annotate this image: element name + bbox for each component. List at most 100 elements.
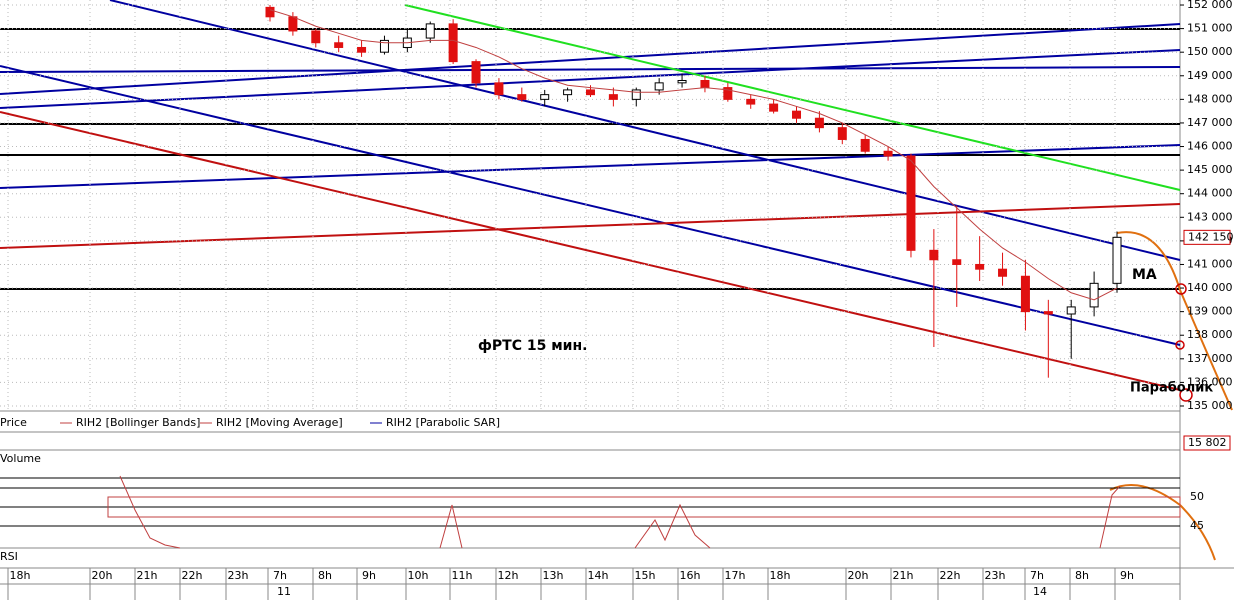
legend-entry: RIH2 [Parabolic SAR] [386,416,500,429]
candle-body [1112,236,1122,284]
time-label: 22h [182,569,203,582]
value-box [1183,435,1231,451]
chart-title: фРТС 15 мин. [478,338,587,354]
y-tick-label: 146 000 [1187,140,1233,153]
time-label: 10h [408,569,429,582]
legend-entry: RIH2 [Moving Average] [216,416,343,429]
time-label: 15h [635,569,656,582]
time-label: 8h [1075,569,1089,582]
time-label: 18h [770,569,791,582]
candle-body [723,87,733,100]
candle-body [677,79,687,84]
plot [0,0,1180,411]
candle-body [631,89,641,100]
y-tick-label: 135 000 [1187,399,1233,412]
date-label: 14 [1033,585,1047,598]
candle-body [746,98,756,105]
date-label: 11 [277,585,291,598]
time-label: 20h [848,569,869,582]
candle-body [654,82,664,91]
y-tick-label: 139 000 [1187,305,1233,318]
candle-body [357,46,367,53]
last-price-box [1183,229,1231,245]
candle-body [1043,311,1053,315]
candle-body [425,23,435,39]
candle-body [1089,282,1099,308]
candle-body [471,61,481,84]
time-label: 21h [893,569,914,582]
y-tick-label: 148 000 [1187,92,1233,105]
time-label: 23h [985,569,1006,582]
volume-value: 15 802 [1188,436,1227,449]
y-tick-label: 147 000 [1187,116,1233,129]
candle-body [1020,275,1030,313]
time-label: 9h [362,569,376,582]
time-label: 20h [92,569,113,582]
y-tick-label: 140 000 [1187,281,1233,294]
candle-body [700,79,710,89]
y-tick-label: 137 000 [1187,352,1233,365]
time-label: 7h [273,569,287,582]
candle-body [929,249,939,261]
candle-body [906,155,916,251]
candle-body [1066,306,1076,315]
rsi-tick: 45 [1190,519,1204,532]
candle-body [494,82,504,96]
y-tick-label: 141 000 [1187,257,1233,270]
candle-body [540,94,550,100]
time-label: 17h [725,569,746,582]
candle-body [975,263,985,270]
markers [1175,283,1193,402]
time-label: 8h [318,569,332,582]
candle-body [379,39,389,53]
time-label: 7h [1030,569,1044,582]
y-tick-label: 145 000 [1187,163,1233,176]
candle-body [792,110,802,119]
candle-body [448,23,458,63]
time-label: 18h [10,569,31,582]
candle-body [952,259,962,265]
time-label: 14h [588,569,609,582]
candle-body [860,138,870,152]
rsi-panel [0,475,1181,549]
y-tick-label: 151 000 [1187,22,1233,35]
y-tick-label: 150 000 [1187,45,1233,58]
candle-body [608,94,618,100]
time-label: 13h [543,569,564,582]
legend-entry: Price [0,416,27,429]
candle-body [334,42,344,48]
candle-body [814,117,824,129]
time-label: 16h [680,569,701,582]
last-price: 142 150 [1188,230,1234,243]
y-tick-label: 136 000 [1187,375,1233,388]
candle-body [265,6,275,18]
y-tick-label: 143 000 [1187,210,1233,223]
panel-label: Volume [0,452,41,465]
annotation: Параболик [1130,381,1213,396]
candle-body [311,30,321,44]
candle-body [769,103,779,112]
y-tick-label: 152 000 [1187,0,1233,11]
y-tick-label: 149 000 [1187,69,1233,82]
y-tick-label: 138 000 [1187,328,1233,341]
candle-body [288,16,298,32]
time-label: 23h [228,569,249,582]
y-tick-label: 144 000 [1187,187,1233,200]
legend-entry: RIH2 [Bollinger Bands] [76,416,200,429]
candle-body [837,127,847,140]
rsi-tick: 50 [1190,490,1204,503]
panel-label: RSI [0,550,18,563]
candle-body [585,89,595,96]
moving-average [269,9,1118,301]
time-label: 9h [1120,569,1134,582]
candle-body [563,89,573,96]
annotation: МА [1132,267,1157,283]
time-label: 11h [452,569,473,582]
candle-body [883,150,893,157]
time-label: 21h [137,569,158,582]
candle-body [517,94,527,100]
time-label: 22h [940,569,961,582]
candle-body [998,268,1008,277]
time-label: 12h [498,569,519,582]
